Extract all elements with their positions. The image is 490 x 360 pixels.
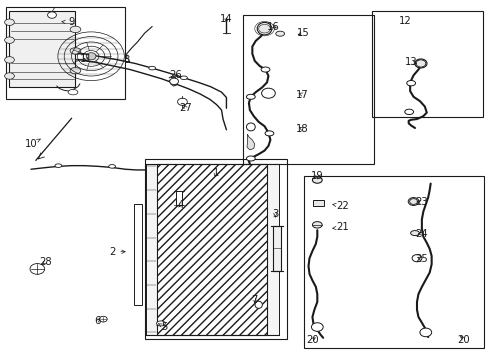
Text: 3: 3	[272, 209, 278, 219]
Bar	[147, 164, 157, 335]
Ellipse shape	[149, 66, 156, 70]
Circle shape	[30, 264, 45, 274]
Circle shape	[420, 328, 432, 337]
Ellipse shape	[4, 57, 14, 63]
Text: 20: 20	[458, 334, 470, 345]
Circle shape	[410, 199, 417, 204]
Ellipse shape	[313, 222, 322, 228]
Text: 23: 23	[416, 197, 428, 207]
Text: 24: 24	[416, 229, 428, 239]
Circle shape	[416, 60, 426, 67]
Bar	[372, 11, 484, 117]
Ellipse shape	[70, 67, 81, 74]
Bar	[157, 164, 267, 335]
Text: 12: 12	[399, 17, 412, 27]
Ellipse shape	[265, 131, 274, 136]
Ellipse shape	[257, 22, 272, 35]
Bar	[243, 15, 374, 164]
Text: 9: 9	[62, 17, 75, 27]
Ellipse shape	[246, 156, 255, 161]
Text: 28: 28	[39, 257, 52, 267]
Ellipse shape	[407, 81, 416, 86]
Text: 22: 22	[333, 201, 349, 211]
Ellipse shape	[55, 164, 62, 167]
Ellipse shape	[276, 31, 285, 36]
Circle shape	[86, 53, 96, 60]
Text: 27: 27	[179, 103, 192, 113]
Ellipse shape	[246, 123, 255, 131]
Text: 13: 13	[405, 57, 417, 67]
Text: 7: 7	[251, 295, 258, 305]
Bar	[134, 204, 143, 305]
Text: 17: 17	[296, 90, 309, 100]
Text: 8: 8	[123, 55, 130, 65]
Text: 15: 15	[297, 28, 310, 38]
Text: 6: 6	[94, 316, 100, 325]
Bar	[9, 12, 75, 87]
Text: 26: 26	[169, 70, 182, 80]
Text: 16: 16	[267, 22, 280, 32]
Circle shape	[312, 323, 323, 331]
Bar	[134, 204, 143, 305]
Text: 10: 10	[24, 139, 40, 149]
Ellipse shape	[4, 73, 14, 79]
Bar	[175, 191, 182, 205]
Bar	[273, 226, 281, 271]
Circle shape	[48, 12, 56, 18]
Bar	[145, 159, 287, 338]
Bar	[267, 164, 279, 335]
Text: 2: 2	[109, 247, 125, 257]
Ellipse shape	[411, 230, 419, 235]
Text: 5: 5	[158, 322, 168, 332]
Bar	[304, 176, 485, 348]
Circle shape	[412, 255, 422, 262]
Circle shape	[170, 78, 178, 85]
Text: 19: 19	[311, 171, 324, 181]
Polygon shape	[247, 134, 255, 150]
Ellipse shape	[70, 48, 81, 54]
Text: 20: 20	[306, 334, 318, 345]
Ellipse shape	[255, 301, 262, 309]
Text: 1: 1	[213, 168, 219, 178]
Ellipse shape	[405, 109, 414, 114]
Text: 18: 18	[296, 124, 309, 134]
Ellipse shape	[4, 37, 14, 43]
Ellipse shape	[180, 76, 187, 80]
Ellipse shape	[109, 165, 116, 168]
Text: 11: 11	[80, 54, 93, 64]
Ellipse shape	[4, 19, 14, 26]
Ellipse shape	[408, 198, 419, 206]
Circle shape	[99, 316, 107, 322]
Ellipse shape	[415, 59, 427, 68]
Ellipse shape	[246, 94, 255, 99]
Text: 25: 25	[416, 254, 428, 264]
Bar	[5, 7, 125, 99]
Ellipse shape	[313, 177, 322, 183]
Ellipse shape	[157, 321, 165, 326]
Text: 21: 21	[333, 222, 349, 232]
Text: 14: 14	[220, 14, 233, 24]
Ellipse shape	[68, 89, 78, 95]
Bar	[314, 200, 324, 206]
Ellipse shape	[261, 67, 270, 72]
Text: 4: 4	[177, 200, 184, 210]
Ellipse shape	[70, 26, 81, 33]
Circle shape	[177, 98, 187, 105]
